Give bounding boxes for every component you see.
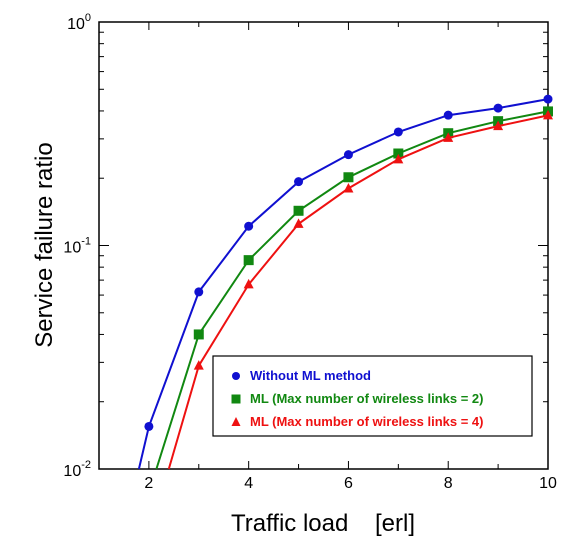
legend-entry-2: ML (Max number of wireless links = 4) [250, 414, 483, 429]
data-point [543, 94, 553, 104]
data-point [193, 329, 204, 340]
tick-labels: 2 4 6 8 10 10-2 10-1 100 [63, 12, 557, 492]
data-point [493, 120, 504, 131]
legend-entry-1: ML (Max number of wireless links = 2) [250, 391, 483, 406]
data-point [343, 182, 354, 193]
data-point [393, 148, 404, 159]
data-point [293, 205, 304, 216]
series-0 [137, 94, 553, 470]
x-tick-label: 8 [444, 475, 453, 492]
series-group [137, 94, 553, 470]
data-point [493, 103, 503, 113]
legend-entry-0: Without ML method [250, 368, 371, 383]
data-point [393, 127, 403, 137]
axis-ticks [98, 21, 549, 470]
x-axis-title: Traffic load [erl] [231, 510, 415, 537]
x-tick-label: 6 [344, 475, 353, 492]
legend: Without ML method ML (Max number of wire… [212, 355, 533, 437]
y-tick-label: 10-2 [63, 459, 91, 480]
legend-marker-1 [231, 394, 241, 404]
data-point [393, 153, 404, 164]
x-tick-label: 10 [539, 475, 557, 492]
data-point [343, 172, 354, 183]
data-point [543, 109, 553, 120]
legend-marker-2 [231, 417, 241, 426]
legend-marker-0 [232, 372, 240, 380]
data-point [343, 150, 353, 160]
data-point [244, 221, 254, 231]
y-tick-label: 100 [67, 12, 91, 33]
series-line-0 [137, 98, 549, 470]
data-point [243, 278, 254, 289]
data-point [294, 177, 304, 187]
series-2 [167, 109, 553, 470]
data-point [293, 218, 304, 228]
x-tick-label: 2 [144, 475, 153, 492]
data-point [443, 110, 453, 120]
y-tick-label: 10-1 [63, 236, 91, 257]
data-point [193, 360, 204, 370]
y-axis-title: Service failure ratio [31, 142, 58, 347]
data-point [194, 287, 204, 297]
legend-box [212, 355, 533, 437]
x-tick-label: 4 [244, 475, 253, 492]
data-point [144, 421, 154, 431]
data-point [243, 255, 254, 266]
data-point [443, 132, 454, 142]
